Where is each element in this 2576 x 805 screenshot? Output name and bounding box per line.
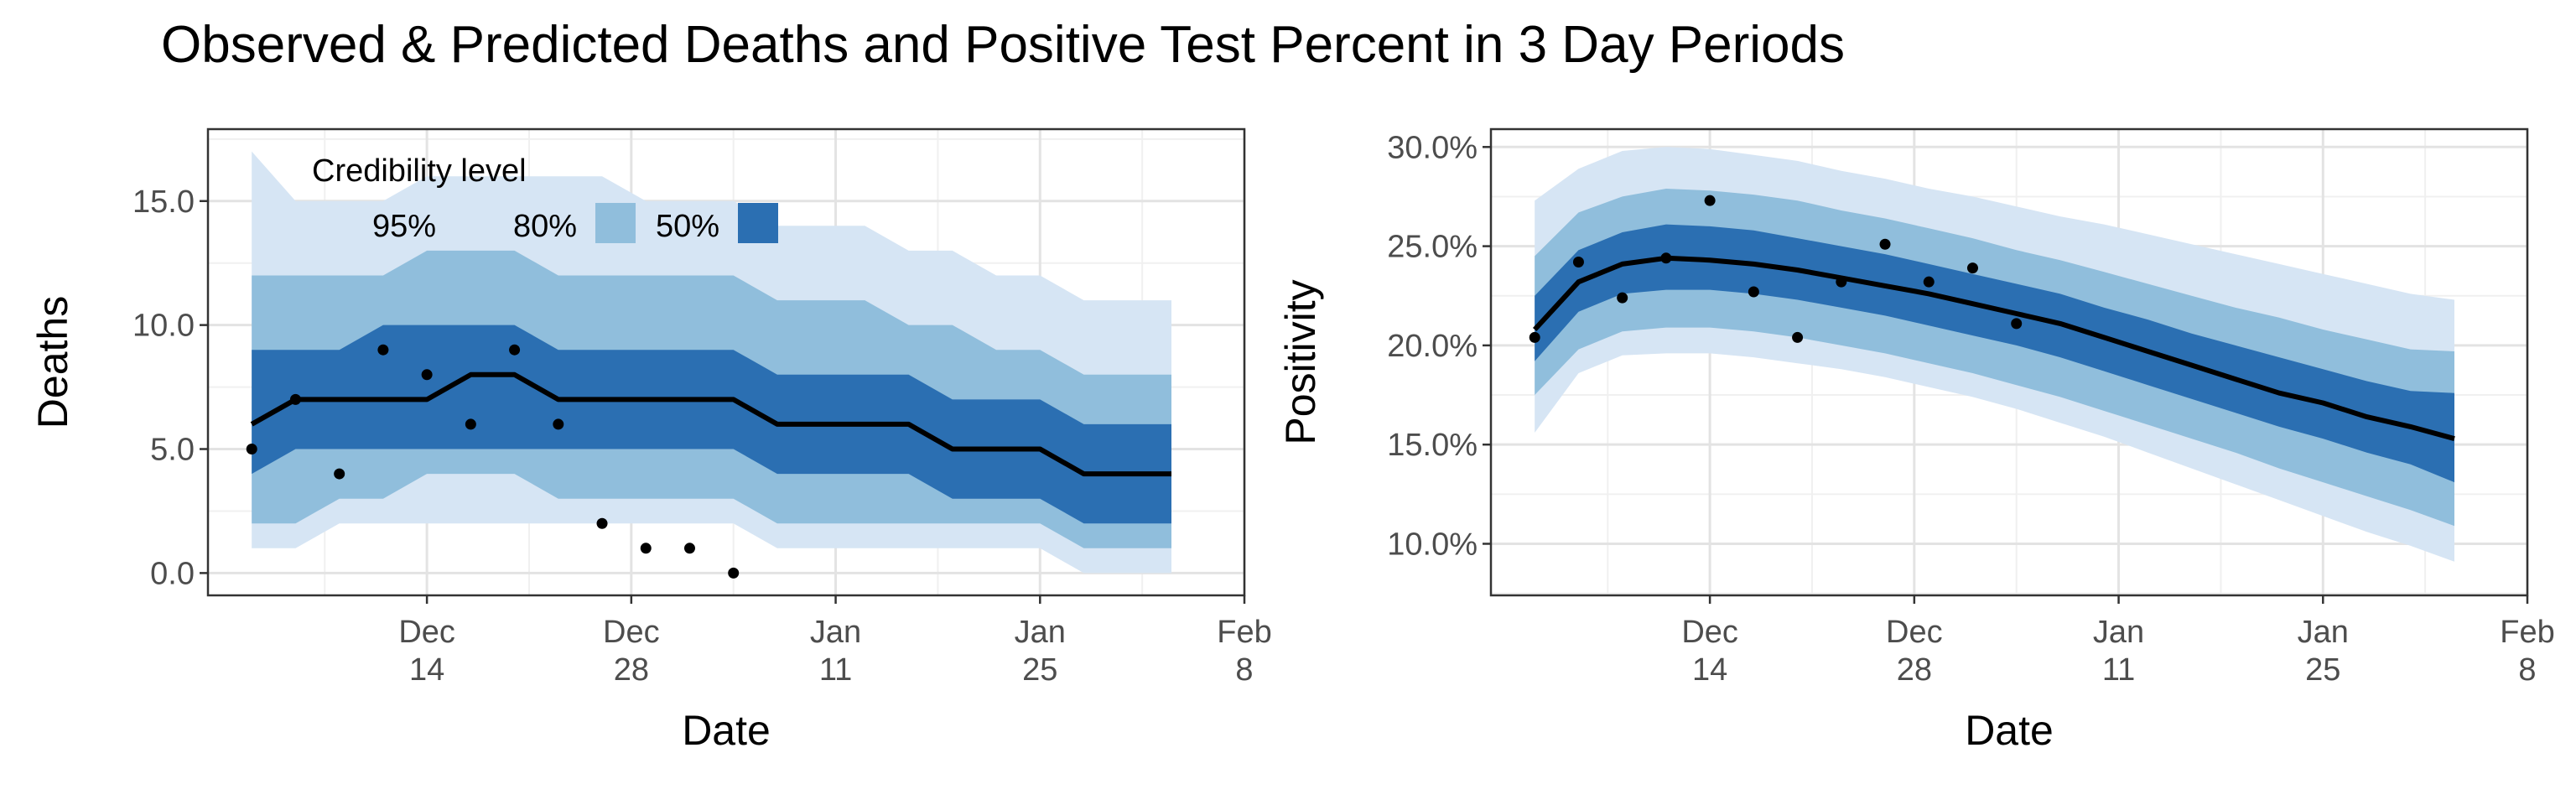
observed-point <box>553 418 564 430</box>
chart-title: Observed & Predicted Deaths and Positive… <box>161 16 1846 74</box>
x-axis-title: Date <box>682 707 771 754</box>
x-tick-label: 28 <box>1897 652 1932 688</box>
observed-point <box>728 567 740 579</box>
x-tick-label: Dec <box>398 615 455 650</box>
panel-border <box>1489 127 2529 597</box>
observed-point <box>246 444 257 455</box>
observed-point <box>377 344 389 356</box>
x-tick-label: 8 <box>2518 652 2536 688</box>
panel-2: 10.0%15.0%20.0%25.0%30.0%Dec14Dec28Jan11… <box>1277 127 2555 754</box>
observed-point <box>1617 292 1628 304</box>
x-tick-label: 28 <box>614 652 649 688</box>
observed-point <box>465 418 476 430</box>
observed-point <box>683 543 695 554</box>
y-tick-label: 0.0 <box>150 556 195 591</box>
x-tick-label: 25 <box>1022 652 1057 688</box>
legend-label: 80% <box>513 209 577 244</box>
observed-point <box>1966 262 1978 274</box>
observed-point <box>1879 238 1891 250</box>
legend-key <box>595 203 636 243</box>
legend-label: 50% <box>656 209 719 244</box>
observed-point <box>596 517 608 529</box>
median-line <box>1532 255 2455 441</box>
observed-point <box>1748 286 1759 298</box>
x-tick-label: Dec <box>1681 615 1738 650</box>
y-tick-label: 10.0 <box>132 309 195 344</box>
legend-label: 95% <box>372 209 436 244</box>
observed-point <box>1836 276 1847 288</box>
observed-point <box>1792 331 1804 343</box>
x-tick-label: Feb <box>2500 615 2554 650</box>
x-tick-label: Jan <box>1015 615 1066 650</box>
observed-point <box>1704 195 1716 206</box>
observed-point <box>640 543 652 554</box>
observed-point <box>1529 331 1540 343</box>
x-tick-label: 11 <box>2102 652 2135 688</box>
y-tick-label: 15.0% <box>1387 428 1478 463</box>
observed-point <box>334 468 345 480</box>
band-50 <box>1535 224 2454 483</box>
x-tick-label: Dec <box>1886 615 1943 650</box>
x-tick-label: 14 <box>409 652 444 688</box>
observed-point <box>2011 318 2023 330</box>
observed-point <box>509 344 521 356</box>
x-tick-label: Feb <box>1217 615 1271 650</box>
y-tick-label: 10.0% <box>1387 527 1478 562</box>
y-axis-title: Positivity <box>1277 279 1324 444</box>
x-tick-label: 14 <box>1692 652 1727 688</box>
y-tick-label: 25.0% <box>1387 230 1478 265</box>
y-tick-label: 15.0 <box>132 184 195 220</box>
observed-point <box>1923 276 1935 288</box>
legend-title: Credibility level <box>312 153 527 189</box>
observed-point <box>1660 252 1672 264</box>
y-axis-title: Deaths <box>29 296 76 428</box>
y-tick-label: 30.0% <box>1387 130 1478 165</box>
x-tick-label: Jan <box>810 615 861 650</box>
x-tick-label: Jan <box>2298 615 2349 650</box>
panel-1: 0.05.010.015.0Dec14Dec28Jan11Jan25Feb8Da… <box>29 127 1272 754</box>
y-tick-label: 20.0% <box>1387 329 1478 364</box>
x-tick-label: 8 <box>1235 652 1253 688</box>
observed-point <box>289 393 301 405</box>
legend-key <box>738 203 778 243</box>
panel-border <box>206 127 1246 597</box>
observed-point <box>421 369 433 381</box>
median-line <box>250 371 1171 477</box>
x-tick-label: 11 <box>819 652 852 688</box>
y-tick-label: 5.0 <box>150 433 195 468</box>
x-tick-label: Dec <box>603 615 660 650</box>
x-tick-label: Jan <box>2093 615 2144 650</box>
x-axis-title: Date <box>1965 707 2054 754</box>
legend-key <box>454 203 495 243</box>
legend: Credibility level 95% 80% 50% <box>312 153 778 244</box>
x-tick-label: 25 <box>2305 652 2340 688</box>
observed-point <box>1572 257 1584 268</box>
